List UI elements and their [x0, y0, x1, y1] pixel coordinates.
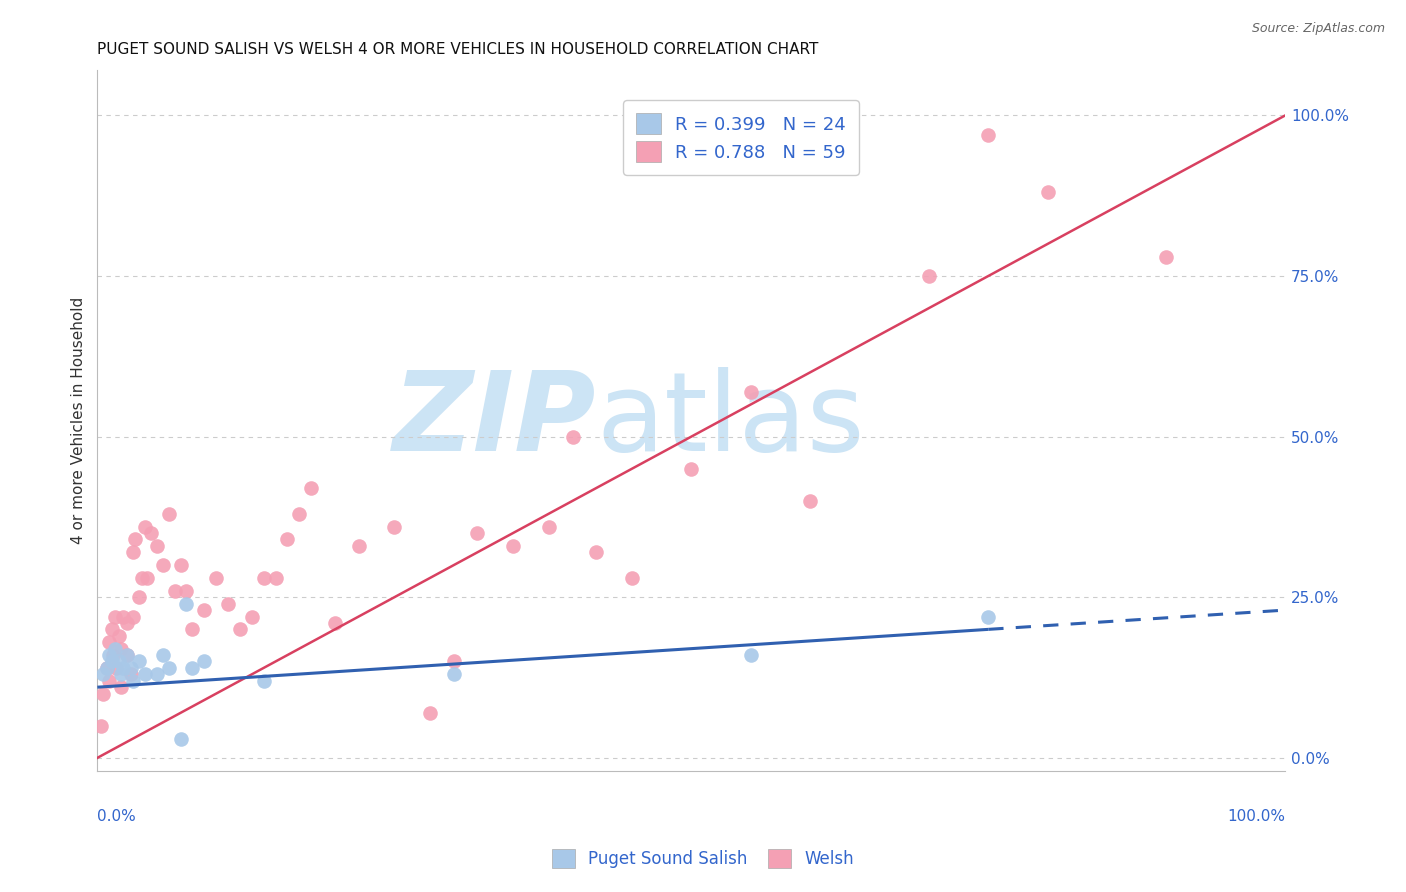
Point — [110, 667, 132, 681]
Point — [120, 667, 142, 681]
Point — [977, 128, 1000, 142]
Point — [128, 655, 150, 669]
Point — [443, 667, 465, 681]
Point — [740, 648, 762, 662]
Point — [253, 571, 276, 585]
Point — [1036, 186, 1059, 200]
Point — [122, 609, 145, 624]
Point — [107, 655, 129, 669]
Point — [115, 648, 138, 662]
Legend: Puget Sound Salish, Welsh: Puget Sound Salish, Welsh — [546, 842, 860, 875]
Point — [264, 571, 287, 585]
Point — [98, 635, 121, 649]
Point — [91, 667, 114, 681]
Point — [176, 597, 198, 611]
Point — [193, 655, 215, 669]
Point — [91, 687, 114, 701]
Point — [740, 384, 762, 399]
Text: 100.0%: 100.0% — [1227, 809, 1285, 824]
Point — [217, 597, 239, 611]
Point — [136, 571, 159, 585]
Legend: R = 0.399   N = 24, R = 0.788   N = 59: R = 0.399 N = 24, R = 0.788 N = 59 — [623, 101, 859, 175]
Point — [181, 661, 204, 675]
Point — [115, 648, 138, 662]
Point — [98, 648, 121, 662]
Text: atlas: atlas — [596, 368, 865, 474]
Point — [107, 629, 129, 643]
Point — [139, 526, 162, 541]
Point — [467, 526, 489, 541]
Point — [112, 661, 135, 675]
Point — [176, 583, 198, 598]
Point — [145, 667, 167, 681]
Point — [101, 648, 124, 662]
Text: 0.0%: 0.0% — [97, 809, 136, 824]
Point — [152, 648, 174, 662]
Point — [120, 661, 142, 675]
Point — [443, 655, 465, 669]
Point — [229, 623, 252, 637]
Point — [169, 558, 191, 573]
Point — [152, 558, 174, 573]
Text: Source: ZipAtlas.com: Source: ZipAtlas.com — [1251, 22, 1385, 36]
Point — [98, 673, 121, 688]
Point — [288, 507, 311, 521]
Point — [253, 673, 276, 688]
Point — [100, 655, 122, 669]
Point — [502, 539, 524, 553]
Point — [205, 571, 228, 585]
Point — [90, 719, 112, 733]
Point — [131, 571, 153, 585]
Point — [276, 533, 298, 547]
Text: PUGET SOUND SALISH VS WELSH 4 OR MORE VEHICLES IN HOUSEHOLD CORRELATION CHART: PUGET SOUND SALISH VS WELSH 4 OR MORE VE… — [97, 42, 818, 57]
Point — [347, 539, 370, 553]
Point — [124, 533, 146, 547]
Y-axis label: 4 or more Vehicles in Household: 4 or more Vehicles in Household — [72, 297, 86, 544]
Point — [145, 539, 167, 553]
Point — [104, 641, 127, 656]
Point — [681, 462, 703, 476]
Point — [169, 731, 191, 746]
Point — [104, 609, 127, 624]
Point — [537, 519, 560, 533]
Point — [382, 519, 405, 533]
Point — [100, 623, 122, 637]
Point — [1156, 250, 1178, 264]
Point — [115, 615, 138, 630]
Point — [96, 661, 118, 675]
Point — [157, 661, 180, 675]
Point — [240, 609, 263, 624]
Point — [134, 519, 156, 533]
Point — [122, 545, 145, 559]
Point — [323, 615, 346, 630]
Point — [799, 494, 821, 508]
Point — [193, 603, 215, 617]
Point — [105, 661, 128, 675]
Point — [299, 481, 322, 495]
Point — [620, 571, 643, 585]
Point — [181, 623, 204, 637]
Point — [134, 667, 156, 681]
Point — [122, 673, 145, 688]
Point — [110, 680, 132, 694]
Point — [110, 641, 132, 656]
Point — [585, 545, 607, 559]
Point — [96, 661, 118, 675]
Text: ZIP: ZIP — [392, 368, 596, 474]
Point — [419, 706, 441, 720]
Point — [561, 429, 583, 443]
Point — [977, 609, 1000, 624]
Point — [918, 268, 941, 283]
Point — [112, 609, 135, 624]
Point — [163, 583, 186, 598]
Point — [128, 591, 150, 605]
Point — [157, 507, 180, 521]
